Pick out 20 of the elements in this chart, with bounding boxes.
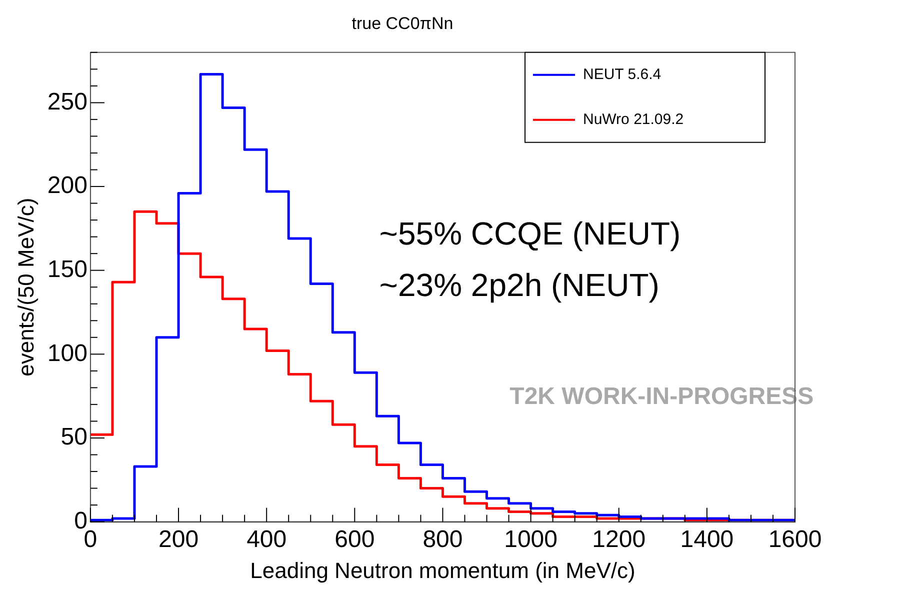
y-tick-label: 100 [47,340,88,367]
y-tick-label: 50 [60,424,88,451]
chart-title: true CC0πNn [352,14,454,33]
x-tick-label: 800 [422,526,463,553]
annotation: ~23% 2p2h (NEUT) [379,266,660,303]
x-axis-title: Leading Neutron momentum (in MeV/c) [250,558,636,583]
x-tick-label: 200 [158,526,199,553]
y-tick-label: 250 [47,88,88,116]
x-tick-label: 600 [334,526,375,553]
legend-label: NuWro 21.09.2 [583,111,684,128]
legend-label: NEUT 5.6.4 [583,66,662,84]
x-tick-label: 1000 [504,526,558,553]
annotation: ~55% CCQE (NEUT) [379,215,681,252]
x-tick-label: 400 [246,526,287,553]
y-axis-title: events/(50 MeV/c) [13,198,38,376]
x-tick-label: 1200 [592,526,646,553]
y-tick-label: 200 [47,172,88,200]
x-tick-label: 1600 [768,526,822,553]
y-tick-label: 150 [47,256,88,283]
x-tick-label: 1400 [680,526,734,553]
